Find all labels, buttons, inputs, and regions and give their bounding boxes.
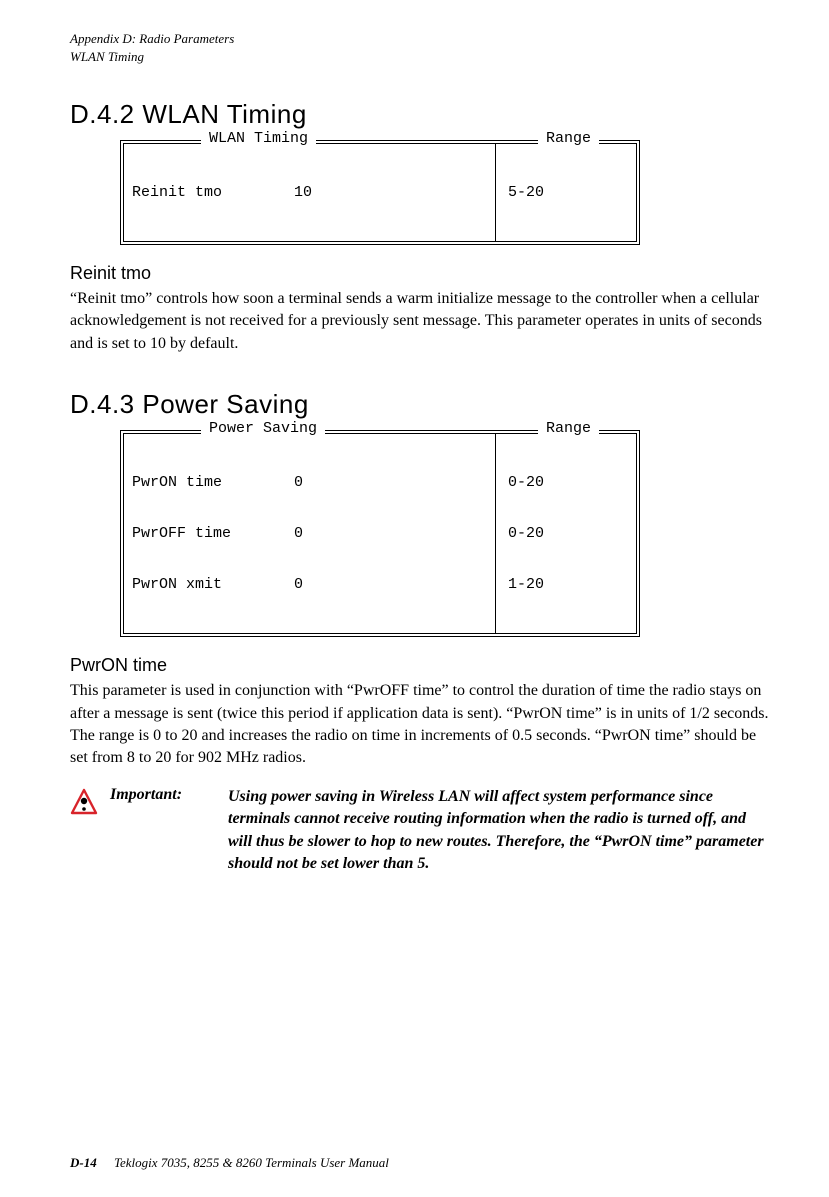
power-saving-col-right: 0-20 0-20 1-20 — [496, 434, 636, 633]
section-d42-heading: D.4.2 WLAN Timing — [70, 99, 769, 130]
section-d43-heading: D.4.3 Power Saving — [70, 389, 769, 420]
wlan-timing-col-left: Reinit tmo 10 — [124, 144, 496, 241]
page: Appendix D: Radio Parameters WLAN Timing… — [0, 0, 829, 1197]
pwron-time-heading: PwrON time — [70, 655, 769, 676]
header-line1: Appendix D: Radio Parameters — [70, 30, 769, 48]
power-saving-row0-left: PwrON time 0 — [132, 474, 487, 491]
page-header: Appendix D: Radio Parameters WLAN Timing — [70, 30, 769, 65]
wlan-timing-legend-right: Range — [538, 131, 599, 146]
power-saving-legend-left: Power Saving — [201, 421, 325, 436]
power-saving-inner: PwrON time 0 PwrOFF time 0 PwrON xmit 0 … — [123, 433, 637, 634]
power-saving-row1-left: PwrOFF time 0 — [132, 525, 487, 542]
wlan-timing-box: WLAN Timing Range Reinit tmo 10 5-20 — [120, 140, 640, 245]
reinit-tmo-body: “Reinit tmo” controls how soon a termina… — [70, 288, 769, 355]
wlan-timing-legend-left: WLAN Timing — [201, 131, 316, 146]
pwron-time-body: This parameter is used in conjunction wi… — [70, 680, 769, 770]
important-block: Important: Using power saving in Wireles… — [70, 786, 769, 876]
power-saving-col-left: PwrON time 0 PwrOFF time 0 PwrON xmit 0 — [124, 434, 496, 633]
wlan-timing-inner: Reinit tmo 10 5-20 — [123, 143, 637, 242]
power-saving-box: Power Saving Range PwrON time 0 PwrOFF t… — [120, 430, 640, 637]
reinit-tmo-heading: Reinit tmo — [70, 263, 769, 284]
header-line2: WLAN Timing — [70, 48, 769, 66]
wlan-timing-col-right: 5-20 — [496, 144, 636, 241]
important-text: Using power saving in Wireless LAN will … — [228, 786, 769, 876]
footer-pagenum: D-14 — [70, 1155, 97, 1170]
important-label: Important: — [106, 786, 220, 804]
power-saving-row0-right: 0-20 — [508, 474, 628, 491]
power-saving-row2-right: 1-20 — [508, 576, 628, 593]
page-footer: D-14 Teklogix 7035, 8255 & 8260 Terminal… — [70, 1155, 769, 1171]
power-saving-outer: Power Saving Range PwrON time 0 PwrOFF t… — [120, 430, 640, 637]
warning-icon — [70, 788, 98, 821]
footer-text: Teklogix 7035, 8255 & 8260 Terminals Use… — [114, 1155, 389, 1170]
wlan-timing-outer: WLAN Timing Range Reinit tmo 10 5-20 — [120, 140, 640, 245]
wlan-timing-row-right: 5-20 — [508, 184, 628, 201]
power-saving-row2-left: PwrON xmit 0 — [132, 576, 487, 593]
power-saving-legend-right: Range — [538, 421, 599, 436]
wlan-timing-row-left: Reinit tmo 10 — [132, 184, 487, 201]
power-saving-row1-right: 0-20 — [508, 525, 628, 542]
